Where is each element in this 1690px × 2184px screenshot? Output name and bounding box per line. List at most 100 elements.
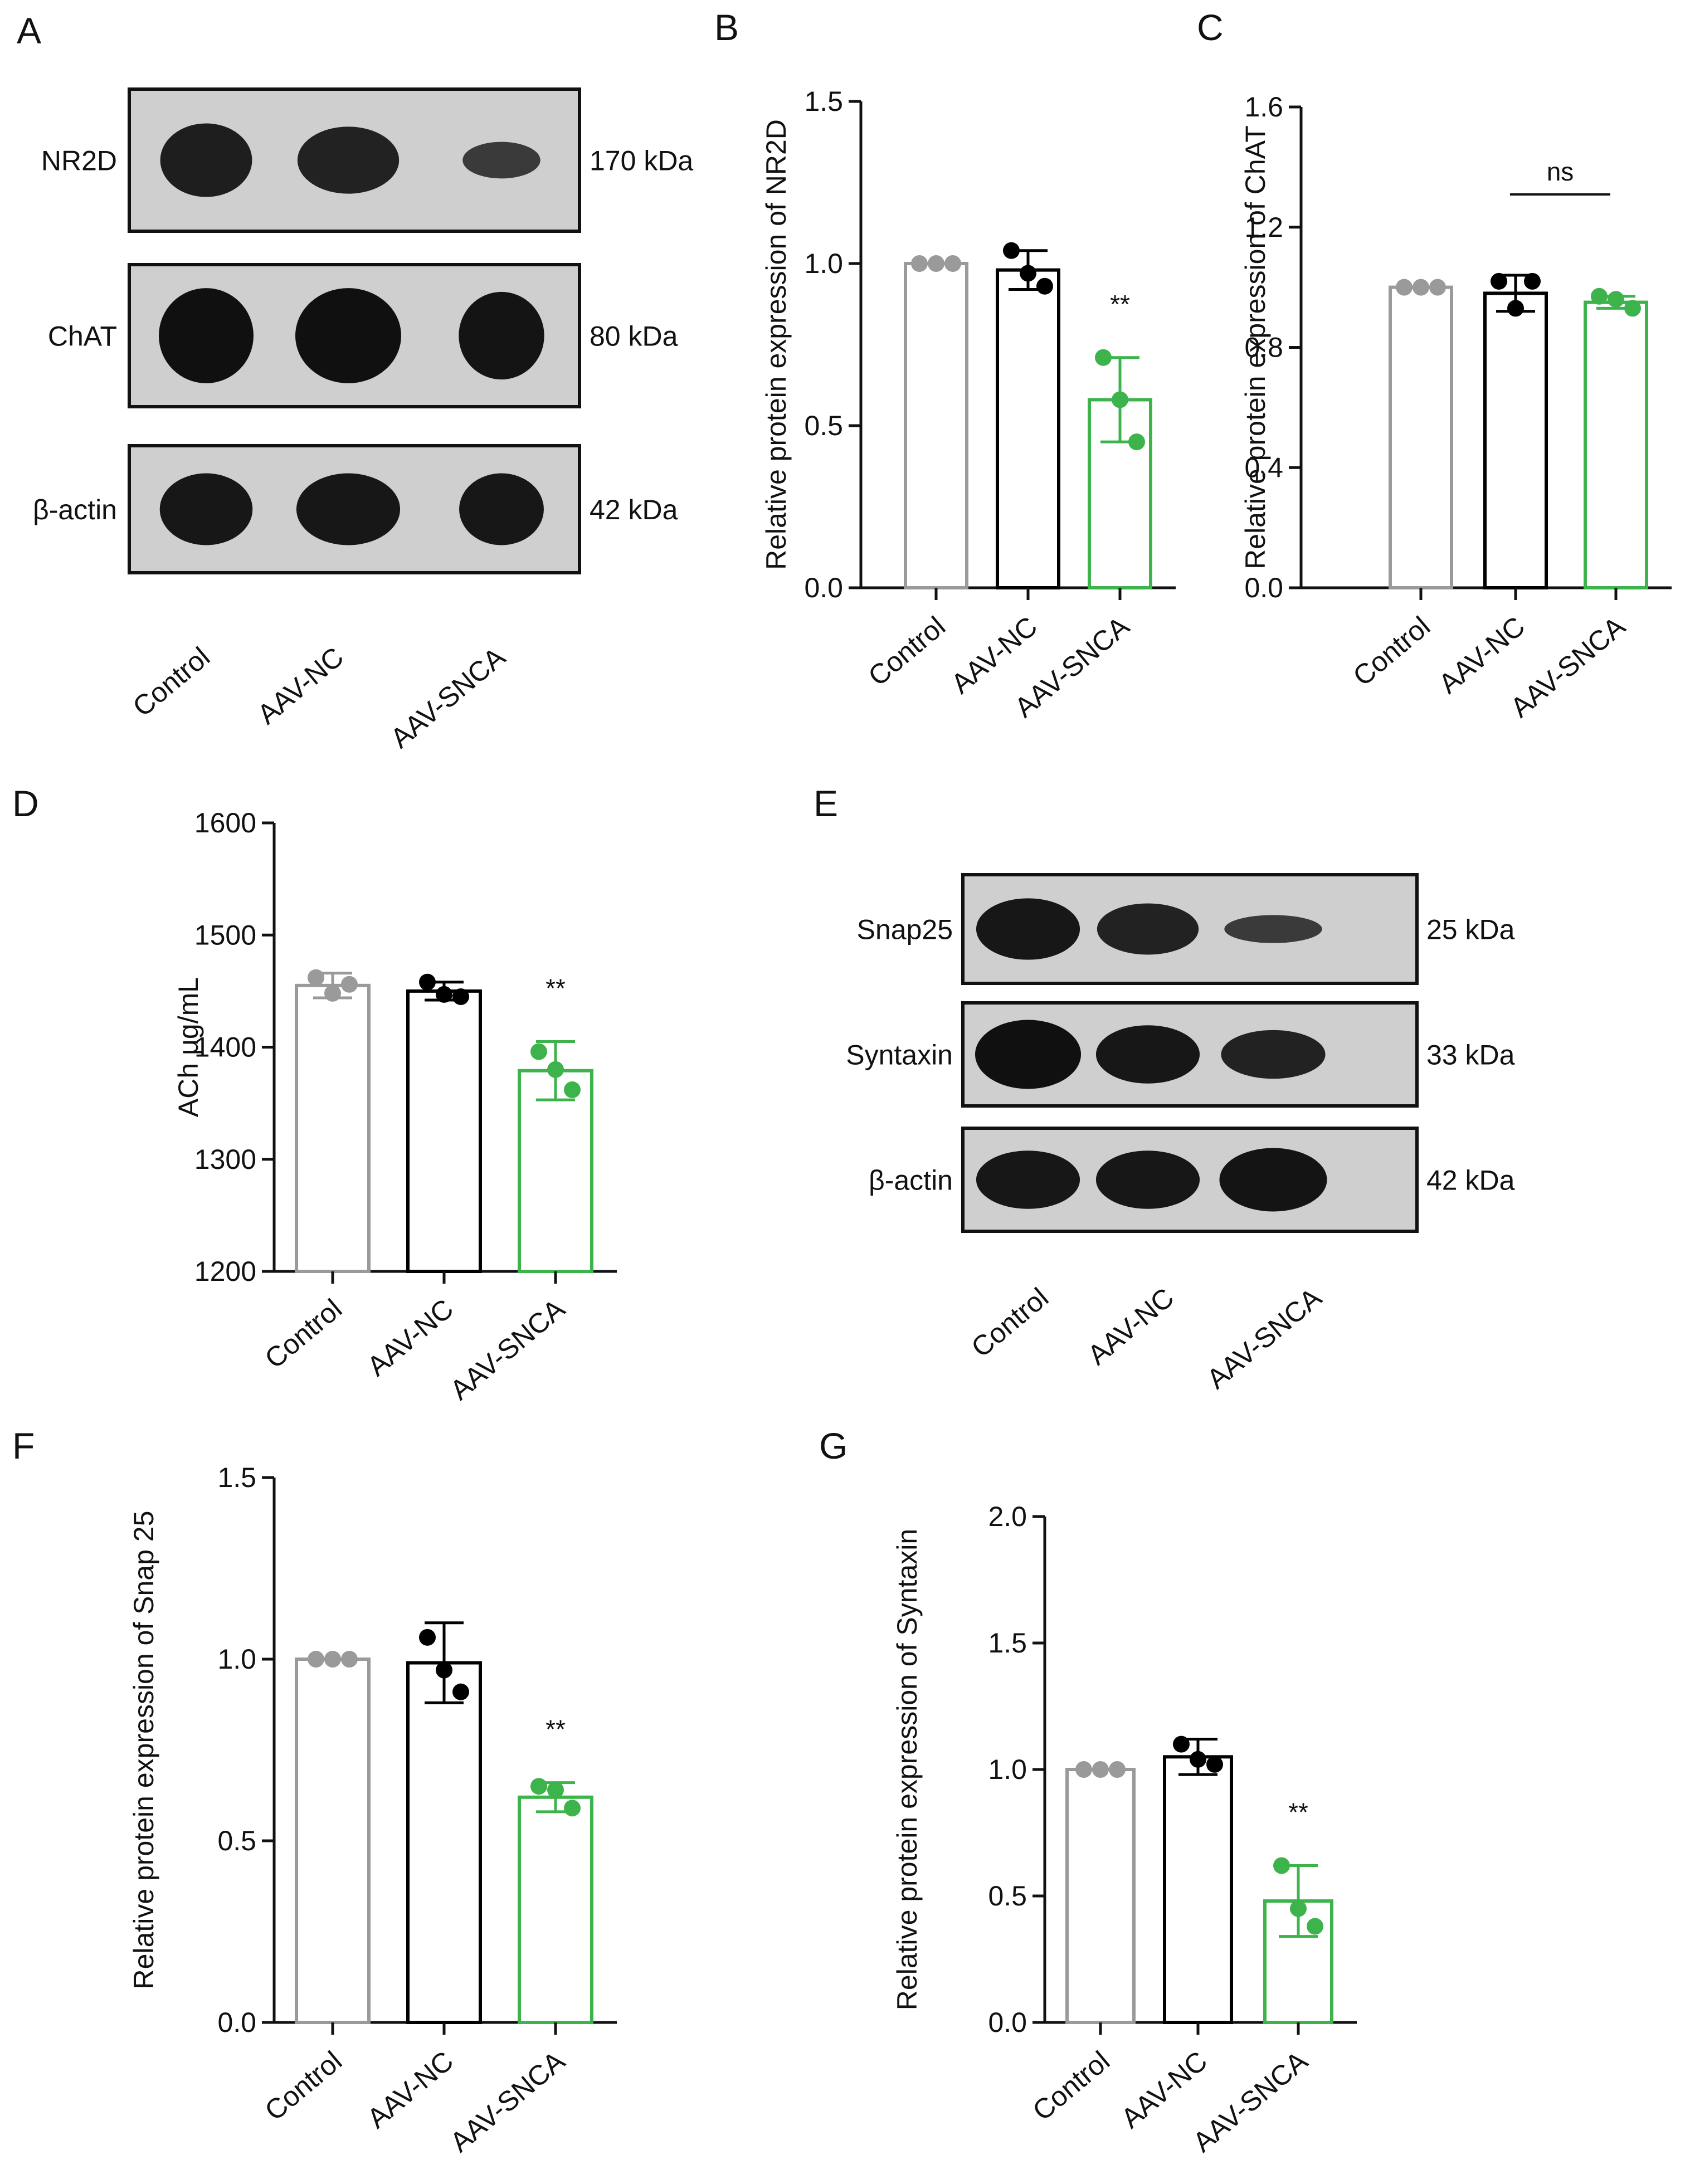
data-point-control xyxy=(324,984,341,1002)
blot-band-nr2d-control xyxy=(160,123,252,197)
data-point-aav-nc xyxy=(1173,1736,1190,1753)
y-tick-label: 0.0 xyxy=(804,572,843,603)
blot-band-snap25-control xyxy=(976,898,1080,960)
data-point-control xyxy=(911,255,928,272)
data-point-aav-nc xyxy=(419,1629,436,1646)
blot-size-label: 33 kDa xyxy=(1426,1040,1515,1071)
data-point-aav-nc xyxy=(452,988,469,1005)
y-tick-label: 1.6 xyxy=(1244,91,1283,123)
significance-label: ns xyxy=(1547,157,1574,186)
blot-band-actin-control xyxy=(976,1150,1080,1209)
data-point-control xyxy=(308,1651,324,1668)
bar-aav-nc xyxy=(406,989,482,1273)
panel-label-d: D xyxy=(12,783,39,824)
y-axis-label: Relative protein expression of Snap 25 xyxy=(128,1511,159,1990)
bar-aav-nc xyxy=(406,1661,482,2024)
panel-label-g: G xyxy=(819,1425,848,1466)
y-tick-label: 0.5 xyxy=(988,1880,1027,1912)
bar-control xyxy=(295,1658,371,2024)
blot-lane-label: AAV-SNCA xyxy=(1201,1281,1327,1395)
y-axis-label: Relative protein expression of ChAT xyxy=(1240,125,1271,569)
y-tick-label: 1.5 xyxy=(217,1462,256,1493)
y-tick-label: 0.4 xyxy=(1244,452,1283,483)
blot-size-label: 80 kDa xyxy=(590,321,678,352)
y-tick-label: 1.5 xyxy=(988,1627,1027,1659)
y-tick-label: 1.0 xyxy=(804,248,843,279)
blot-protein-label: β-actin xyxy=(869,1165,953,1196)
blot-lane-label: Control xyxy=(127,641,216,723)
blot-band-actin-control xyxy=(159,473,253,545)
blot-band-chat-aav-nc xyxy=(295,288,401,383)
blot-band-syntaxin-aav-snca xyxy=(1221,1030,1326,1079)
x-tick-label: AAV-SNCA xyxy=(444,1293,571,1406)
chart-g: 0.0 0.5 1.0 1.5 2.0 Relative protein expressi… xyxy=(892,1501,1357,2158)
blot-band-actin-aav-snca xyxy=(1219,1148,1327,1212)
data-point-aav-snca xyxy=(1624,300,1641,317)
blot-band-syntaxin-aav-nc xyxy=(1095,1025,1200,1084)
significance-label: ** xyxy=(1288,1798,1308,1827)
blot-size-label: 25 kDa xyxy=(1426,914,1515,945)
significance-label: ** xyxy=(546,973,566,1002)
blot-band-chat-aav-snca xyxy=(459,291,544,380)
data-point-aav-snca xyxy=(530,1778,547,1795)
bar-control xyxy=(295,983,371,1273)
y-axis-label: Relative protein expression of NR2D xyxy=(761,119,792,570)
data-point-aav-snca xyxy=(564,1800,581,1817)
y-tick-label: 1200 xyxy=(194,1256,256,1287)
data-point-control xyxy=(1109,1761,1126,1778)
data-point-control xyxy=(1413,279,1429,296)
data-point-aav-snca xyxy=(1273,1857,1290,1874)
data-point-aav-snca xyxy=(1095,349,1112,366)
x-tick-label: AAV-NC xyxy=(1433,611,1531,700)
blot-band-actin-aav-nc xyxy=(1095,1150,1200,1209)
data-point-aav-snca xyxy=(547,1781,564,1798)
y-tick-label: 0.0 xyxy=(217,2007,256,2038)
y-tick-label: 1.0 xyxy=(988,1754,1027,1785)
data-point-control xyxy=(1092,1761,1109,1778)
data-point-aav-nc xyxy=(1190,1751,1206,1768)
data-point-control xyxy=(341,976,358,993)
data-point-aav-nc xyxy=(1491,272,1507,290)
data-point-aav-nc xyxy=(452,1683,469,1700)
blot-protein-label: β-actin xyxy=(33,494,117,525)
panel-label-c: C xyxy=(1197,7,1224,48)
y-tick-label: 2.0 xyxy=(988,1501,1027,1532)
chart-b: 0.0 0.5 1.0 1.5 Relative protein expression … xyxy=(761,86,1176,724)
bar-aav-snca xyxy=(518,1795,593,2024)
blot-band-actin-aav-nc xyxy=(296,473,401,545)
blot-band-chat-control xyxy=(159,288,254,383)
data-point-aav-snca xyxy=(1128,433,1145,451)
data-point-aav-snca xyxy=(1608,291,1624,308)
significance-label: ** xyxy=(1110,290,1130,319)
bar-control xyxy=(1065,1768,1136,2024)
data-point-aav-snca xyxy=(1290,1900,1307,1917)
data-point-aav-snca xyxy=(1112,391,1128,408)
data-point-control xyxy=(928,255,944,272)
blot-band-nr2d-aav-nc xyxy=(297,126,400,194)
blot-band-syntaxin-control xyxy=(975,1020,1081,1089)
bar-aav-snca xyxy=(1584,300,1648,589)
panel-label-e: E xyxy=(814,783,838,824)
blot-protein-label: Syntaxin xyxy=(846,1040,953,1071)
data-point-control xyxy=(324,1651,341,1668)
bar-aav-nc xyxy=(996,268,1060,589)
x-tick-label: Control xyxy=(1347,611,1436,693)
panel-label-f: F xyxy=(12,1425,35,1466)
x-tick-label: Control xyxy=(863,611,951,693)
x-tick-label: Control xyxy=(259,1293,348,1375)
blot-size-label: 170 kDa xyxy=(590,145,693,177)
western-blot-a: NR2D 170 kDa ChAT 80 kDa β-actin 42 kDa Contro… xyxy=(33,87,693,754)
data-point-aav-nc xyxy=(1036,277,1053,295)
y-tick-label: 1.0 xyxy=(217,1644,256,1675)
x-tick-label: Control xyxy=(1027,2045,1116,2127)
western-blot-e: Snap25 25 kDa Syntaxin 33 kDa β-actin 42 kDa C… xyxy=(846,873,1515,1395)
blot-lane-label: Control xyxy=(966,1282,1054,1364)
data-point-aav-snca xyxy=(564,1081,581,1098)
panel-label-b: B xyxy=(714,7,739,48)
blot-size-label: 42 kDa xyxy=(590,494,678,525)
bar-control xyxy=(904,262,968,589)
blot-lane-label: AAV-NC xyxy=(251,641,349,730)
